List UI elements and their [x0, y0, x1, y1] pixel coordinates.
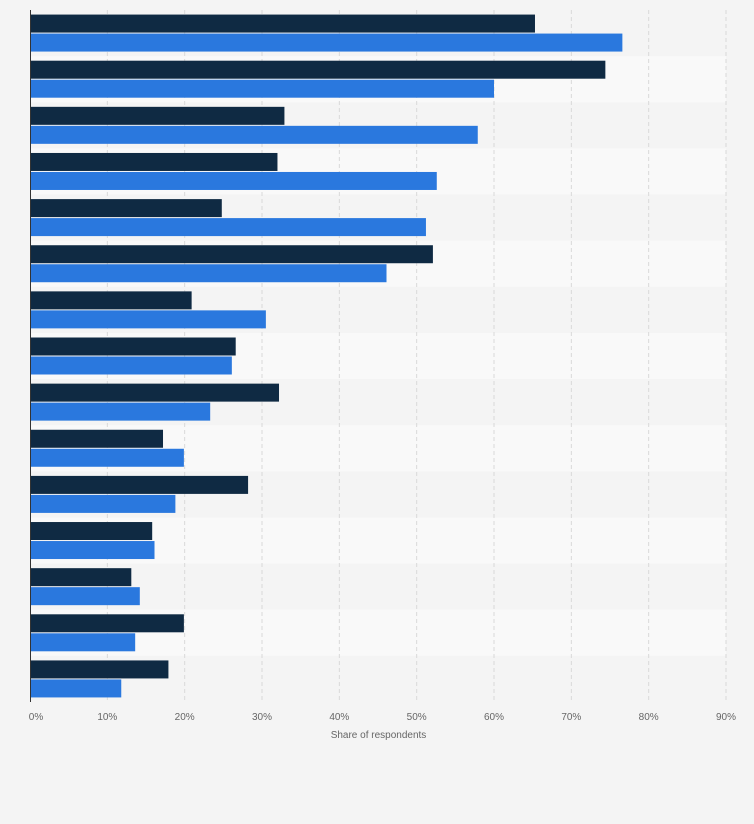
- bar-series-1: [30, 475, 249, 494]
- x-tick-label: 90%: [716, 712, 736, 723]
- bar-series-1: [30, 660, 169, 679]
- x-tick-label: 10%: [97, 712, 117, 723]
- x-tick-label: 80%: [639, 712, 659, 723]
- bar-series-2: [30, 264, 387, 283]
- bar-series-2: [30, 494, 176, 513]
- bar-series-1: [30, 14, 535, 33]
- bar-series-2: [30, 633, 136, 652]
- bar-series-1: [30, 522, 153, 541]
- x-tick-label: 20%: [175, 712, 195, 723]
- bar-series-1: [30, 337, 236, 356]
- bar-series-1: [30, 60, 606, 79]
- x-tick-label: 40%: [329, 712, 349, 723]
- bar-series-2: [30, 125, 478, 144]
- bar-series-1: [30, 291, 192, 310]
- bar-series-2: [30, 356, 232, 375]
- x-axis-title: Share of respondents: [331, 730, 427, 741]
- bar-series-1: [30, 614, 184, 633]
- bar-series-2: [30, 587, 140, 606]
- bar-series-1: [30, 106, 285, 125]
- bar-series-1: [30, 568, 132, 587]
- bar-series-2: [30, 218, 426, 237]
- x-tick-label: 50%: [407, 712, 427, 723]
- bar-series-2: [30, 541, 155, 560]
- bar-series-1: [30, 199, 222, 218]
- bar-series-1: [30, 245, 433, 264]
- bar-series-2: [30, 679, 122, 698]
- bar-series-2: [30, 79, 494, 98]
- bar-series-2: [30, 310, 266, 329]
- x-tick-label: 70%: [561, 712, 581, 723]
- bar-series-2: [30, 33, 623, 52]
- bar-series-2: [30, 171, 437, 190]
- x-tick-label: 60%: [484, 712, 504, 723]
- bar-series-2: [30, 448, 184, 467]
- bar-series-1: [30, 429, 164, 448]
- bar-series-2: [30, 402, 211, 421]
- x-tick-label: 30%: [252, 712, 272, 723]
- bar-series-1: [30, 152, 278, 171]
- bar-series-1: [30, 383, 280, 402]
- x-tick-label: 0%: [29, 712, 44, 723]
